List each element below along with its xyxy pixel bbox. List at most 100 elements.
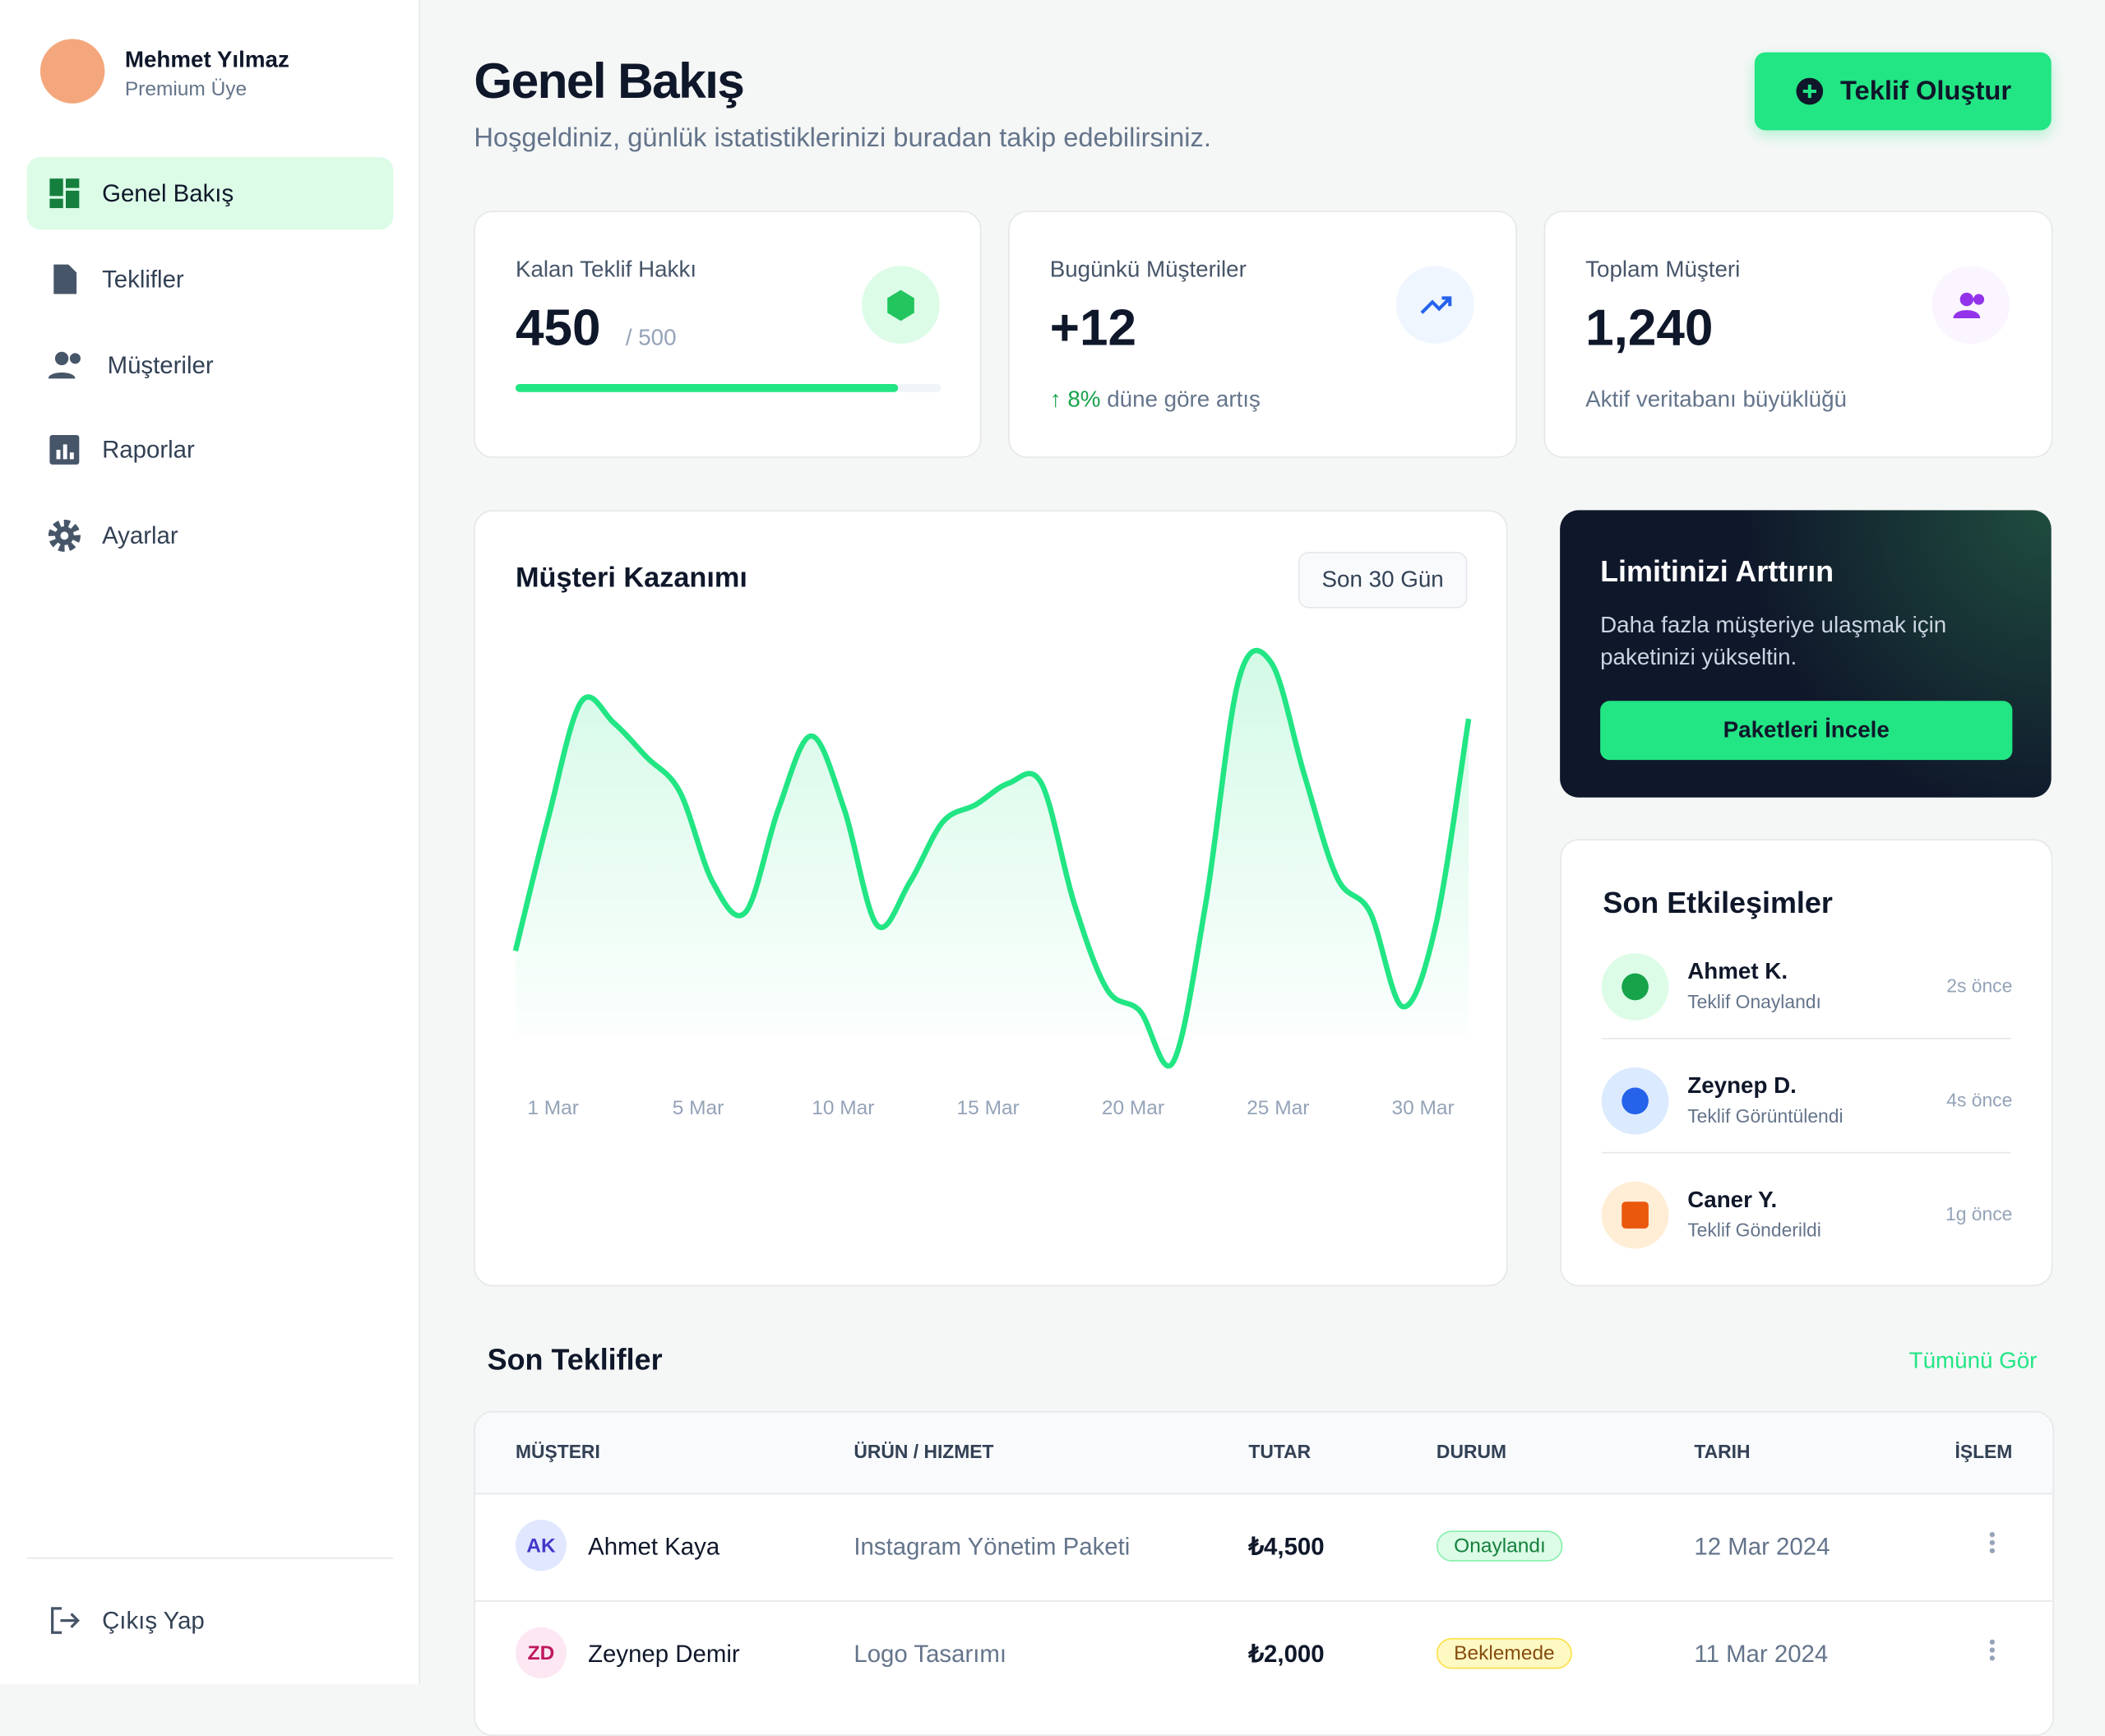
- activity-card: Son Etkileşimler Ahmet K. Teklif Onayland…: [1560, 839, 2053, 1287]
- activity-name: Zeynep D.: [1687, 1072, 1797, 1099]
- icon: [1953, 292, 1985, 318]
- amount: ₺4,500: [1248, 1533, 1325, 1561]
- nav-label: Çıkış Yap: [102, 1606, 205, 1634]
- icon: [49, 178, 80, 209]
- icon: [1420, 296, 1452, 314]
- column-header: DURUM: [1436, 1440, 1507, 1462]
- customer-avatar: AK: [515, 1520, 567, 1572]
- nav-label: Genel Bakış: [102, 178, 234, 206]
- row-divider: [474, 1600, 2053, 1602]
- offers-table: MÜŞTERI ÜRÜN / HIZMET TUTAR DURUM TARIH İŞLEM…: [474, 1410, 2054, 1736]
- x-tick-label: 10 Mar: [812, 1097, 874, 1119]
- column-header: İŞLEM: [1955, 1440, 2013, 1462]
- stat-card: Toplam Müşteri 1,240 Aktif veritabanı bü…: [1543, 211, 2053, 458]
- icon-badge: [1395, 266, 1474, 344]
- column-header: TUTAR: [1248, 1440, 1312, 1462]
- column-header: MÜŞTERI: [515, 1440, 600, 1462]
- icon: [1622, 973, 1649, 1001]
- product: Logo Tasarımı: [854, 1641, 1007, 1668]
- progress-track: [515, 383, 941, 392]
- amount: ₺2,000: [1248, 1641, 1325, 1668]
- x-tick-label: 25 Mar: [1247, 1097, 1309, 1119]
- column-header: ÜRÜN / HIZMET: [854, 1440, 994, 1462]
- section-title: Son Teklifler: [487, 1342, 663, 1377]
- icon-badge: [1932, 266, 2010, 344]
- nav-item[interactable]: Raporlar: [27, 414, 394, 486]
- chart-title: Müşteri Kazanımı: [515, 562, 747, 594]
- stat-value: 450: [515, 300, 601, 358]
- nav-label: Teklifler: [102, 265, 184, 293]
- page: Dashboard {"sidebar":{"user":{"name":"Me…: [0, 0, 2054, 1736]
- page-subtitle: Hoşgeldiniz, günlük istatistiklerinizi b…: [474, 123, 1211, 154]
- page-title: Genel Bakış: [474, 53, 745, 109]
- date: 12 Mar 2024: [1694, 1533, 1830, 1561]
- stat-card: Kalan Teklif Hakkı 450 / 500: [474, 211, 982, 458]
- range-select[interactable]: Son 30 Gün: [1298, 552, 1468, 609]
- row-menu[interactable]: [1989, 1637, 1996, 1663]
- column-header: TARIH: [1694, 1440, 1751, 1462]
- icon: [51, 1607, 81, 1634]
- divider: [1601, 1151, 2011, 1154]
- chart: 1 Mar 5 Mar 10 Mar 15 Mar 20 Mar 25 Mar 30 Mar: [512, 647, 1472, 1119]
- line: [512, 647, 1472, 1069]
- icon: [1622, 1087, 1649, 1115]
- nav-label: Müşteriler: [107, 350, 214, 378]
- icon-badge: [862, 266, 940, 344]
- activity-icon: [1601, 1181, 1669, 1249]
- activity-action: Teklif Onaylandı: [1687, 990, 1821, 1013]
- nav-item[interactable]: Ayarlar: [27, 499, 394, 572]
- button-label: Teklif Oluştur: [1840, 76, 2012, 106]
- nav-label: Raporlar: [102, 435, 195, 463]
- icon: [49, 434, 80, 465]
- user-plan: Premium Üye: [124, 77, 248, 101]
- activity-icon: [1601, 953, 1669, 1021]
- logout[interactable]: Çıkış Yap: [27, 1585, 394, 1657]
- icon: [48, 351, 81, 379]
- status-badge: Beklemede: [1436, 1637, 1572, 1669]
- stat-total: / 500: [625, 325, 677, 351]
- divider: [1601, 1038, 2011, 1039]
- icon: [887, 289, 914, 322]
- app: Mehmet Yılmaz Premium Üye Genel Bakış Te…: [0, 0, 2054, 1736]
- promo-text: Daha fazla müşteriye ulaşmak için paketi…: [1600, 612, 1947, 670]
- x-tick-label: 5 Mar: [673, 1097, 724, 1119]
- activity-icon: [1601, 1067, 1669, 1135]
- activity-name: Caner Y.: [1687, 1187, 1778, 1213]
- range-label: Son 30 Gün: [1321, 566, 1444, 592]
- area: [515, 650, 1469, 1067]
- progress-bar: [515, 383, 899, 392]
- stat-change: ↑ 8% düne göre artış: [1049, 387, 1261, 413]
- stat-note: Aktif veritabanı büyüklüğü: [1585, 387, 1847, 413]
- activity-action: Teklif Gönderildi: [1687, 1219, 1821, 1241]
- activity-time: 1g önce: [1945, 1202, 2013, 1224]
- nav-item[interactable]: Genel Bakış: [26, 157, 394, 230]
- customer-avatar: ZD: [515, 1627, 567, 1678]
- activity-time: 4s önce: [1946, 1089, 2013, 1111]
- promo-button[interactable]: Paketleri İncele: [1600, 701, 2013, 761]
- chart-card: Müşteri Kazanımı Son 30 Gün 1 Mar 5 Mar 10…: [474, 510, 1508, 1287]
- change-value: 8%: [1067, 387, 1101, 413]
- stat-card: Bugünkü Müşteriler +12 ↑ 8% düne göre ar…: [1008, 211, 1517, 458]
- sidebar: Mehmet Yılmaz Premium Üye Genel Bakış Te…: [0, 0, 421, 1684]
- icon: [1796, 77, 1823, 105]
- table-header: [474, 1412, 2053, 1495]
- avatar: [39, 39, 105, 104]
- icon: [53, 264, 77, 294]
- activity-action: Teklif Görüntülendi: [1687, 1104, 1844, 1127]
- promo-card: Limitinizi Arttırın Daha fazla müşteriye…: [1560, 510, 2052, 798]
- nav-label: Ayarlar: [102, 521, 178, 549]
- x-tick-label: 15 Mar: [957, 1097, 1020, 1119]
- icon: [48, 519, 81, 553]
- view-all-link[interactable]: Tümünü Gör: [1908, 1348, 2038, 1374]
- stat-label: Toplam Müşteri: [1585, 256, 1741, 282]
- customer-name: Ahmet Kaya: [588, 1533, 720, 1561]
- x-tick-label: 1 Mar: [527, 1097, 579, 1119]
- row-menu[interactable]: [1989, 1530, 1996, 1555]
- nav-item[interactable]: Teklifler: [27, 243, 394, 316]
- status-badge: Onaylandı: [1436, 1530, 1564, 1562]
- x-tick-label: 20 Mar: [1102, 1097, 1164, 1119]
- body: Mehmet Yılmaz Premium Üye Genel Bakış Te…: [0, 0, 2054, 1736]
- user-name: Mehmet Yılmaz: [124, 47, 289, 73]
- nav-item[interactable]: Müşteriler: [27, 329, 394, 401]
- create-button[interactable]: Teklif Oluştur: [1754, 52, 2052, 131]
